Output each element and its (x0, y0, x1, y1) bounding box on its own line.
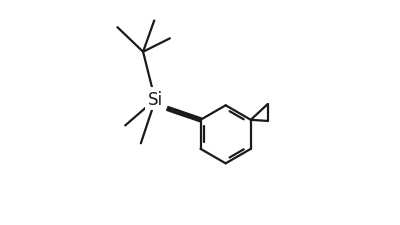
Text: Si: Si (148, 90, 163, 108)
